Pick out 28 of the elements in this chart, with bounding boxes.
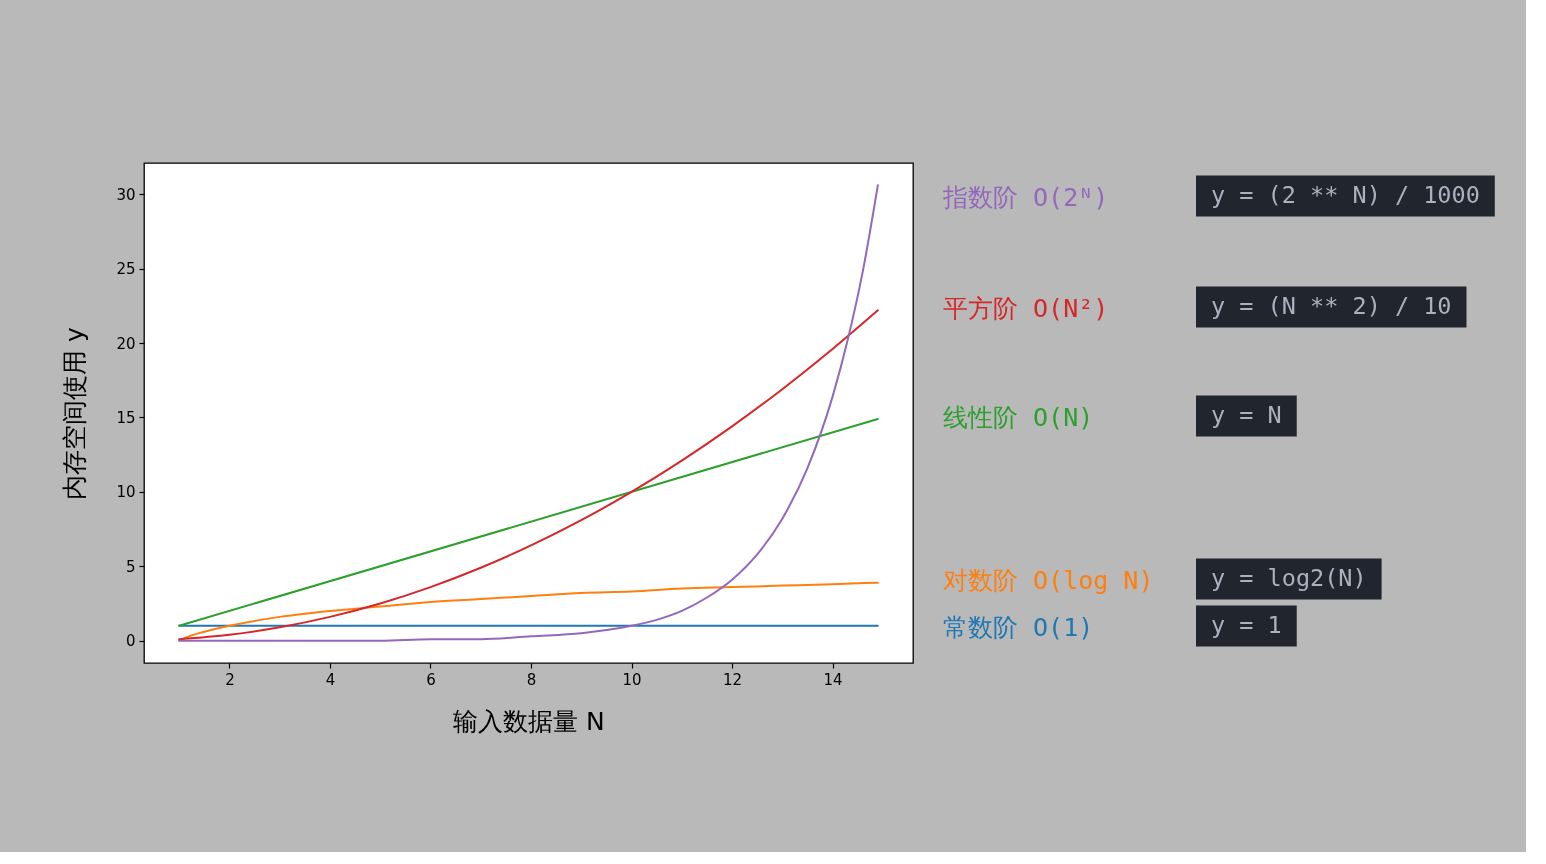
x-axis-title: 输入数据量 N [453, 706, 605, 736]
text: 常数阶 O(1) [943, 613, 1094, 642]
text: 线性阶 O(N) [943, 403, 1094, 432]
y-tick-label: 30 [116, 185, 136, 204]
x-tick-label: 2 [225, 670, 235, 689]
text: y = (2 ** N) / 1000 [1211, 181, 1480, 209]
text: y = 1 [1211, 611, 1282, 639]
text: 对数阶 O(log N) [943, 566, 1154, 595]
y-tick-label: 5 [125, 557, 136, 576]
y-tick-label: 20 [116, 334, 136, 353]
text: y = log2(N) [1211, 564, 1367, 592]
line-series [178, 309, 879, 641]
y-tick-label: 10 [116, 483, 136, 502]
text: y = (N ** 2) / 10 [1211, 292, 1452, 320]
y-tick-label: 25 [116, 260, 136, 279]
x-tick-label: 14 [823, 670, 843, 689]
y-axis-title: 内存空间使用 y [60, 326, 90, 500]
text: 平方阶 O(N²) [943, 294, 1109, 323]
x-tick-label: 12 [723, 670, 743, 689]
x-tick-label: 8 [526, 670, 537, 689]
x-tick-label: 6 [426, 670, 436, 689]
line-series [178, 184, 879, 642]
x-tick-label: 4 [325, 670, 336, 689]
y-tick-label: 0 [125, 632, 136, 651]
x-tick-label: 10 [622, 670, 642, 689]
y-tick-label: 15 [116, 408, 136, 427]
text: 指数阶 O(2ᴺ) [942, 183, 1109, 212]
text: y = N [1211, 401, 1282, 429]
